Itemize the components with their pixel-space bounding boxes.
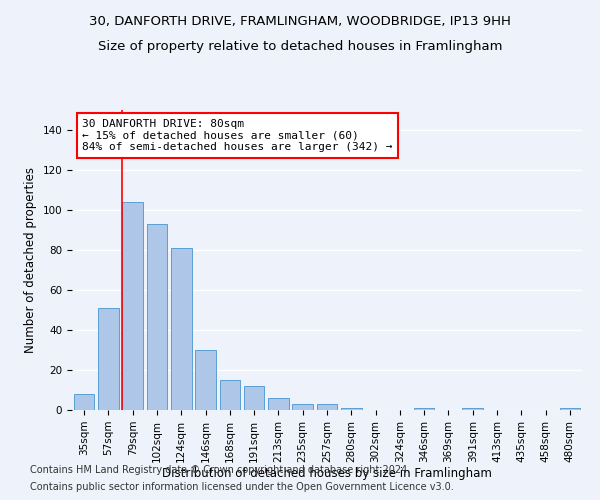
Bar: [317, 404, 337, 410]
Bar: [341, 408, 362, 410]
Bar: [74, 394, 94, 410]
Text: 30 DANFORTH DRIVE: 80sqm
← 15% of detached houses are smaller (60)
84% of semi-d: 30 DANFORTH DRIVE: 80sqm ← 15% of detach…: [82, 119, 392, 152]
Text: Contains HM Land Registry data © Crown copyright and database right 2024.: Contains HM Land Registry data © Crown c…: [30, 465, 410, 475]
X-axis label: Distribution of detached houses by size in Framlingham: Distribution of detached houses by size …: [162, 468, 492, 480]
Bar: [146, 224, 167, 410]
Text: Contains public sector information licensed under the Open Government Licence v3: Contains public sector information licen…: [30, 482, 454, 492]
Bar: [414, 408, 434, 410]
Bar: [463, 408, 483, 410]
Bar: [220, 380, 240, 410]
Bar: [195, 350, 216, 410]
Bar: [122, 202, 143, 410]
Bar: [292, 404, 313, 410]
Bar: [268, 398, 289, 410]
Bar: [98, 308, 119, 410]
Bar: [244, 386, 265, 410]
Bar: [560, 408, 580, 410]
Y-axis label: Number of detached properties: Number of detached properties: [24, 167, 37, 353]
Text: Size of property relative to detached houses in Framlingham: Size of property relative to detached ho…: [98, 40, 502, 53]
Text: 30, DANFORTH DRIVE, FRAMLINGHAM, WOODBRIDGE, IP13 9HH: 30, DANFORTH DRIVE, FRAMLINGHAM, WOODBRI…: [89, 15, 511, 28]
Bar: [171, 248, 191, 410]
